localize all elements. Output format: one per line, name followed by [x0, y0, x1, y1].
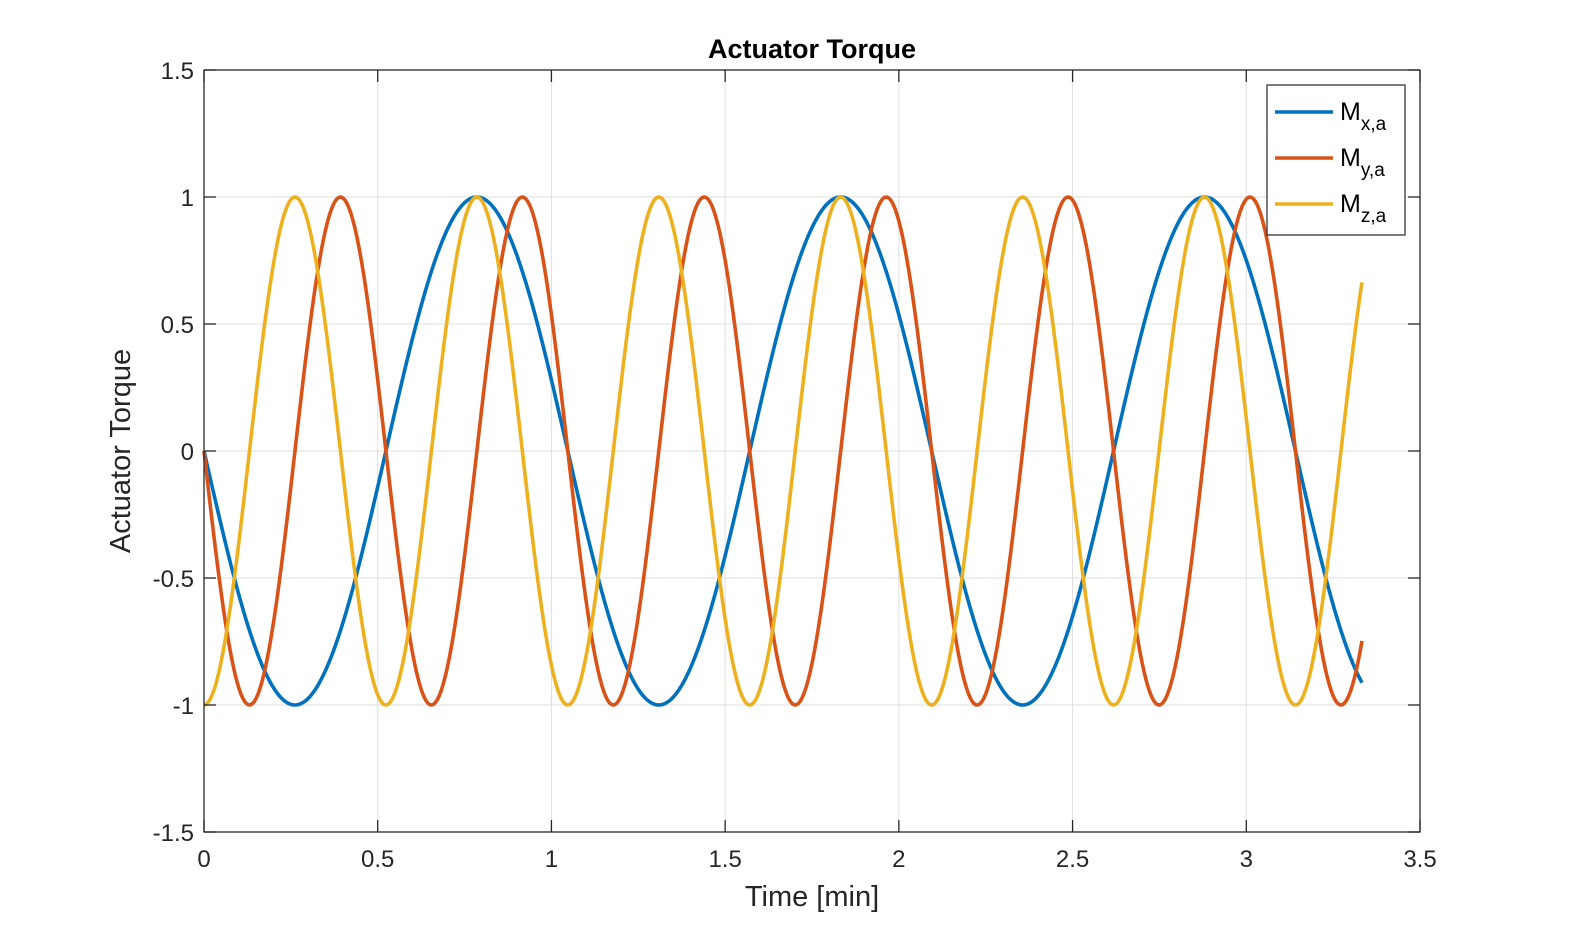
series-lines	[202, 195, 1364, 707]
x-tick-label: 1	[545, 846, 558, 873]
series-line-x-a	[202, 195, 1364, 707]
x-tick-label: 2	[892, 846, 905, 873]
legend-entry-subscript: z,a	[1361, 206, 1387, 227]
y-tick-label: -1.5	[153, 820, 194, 847]
y-tick-label: 1	[181, 185, 194, 212]
axis-ticks: 0 0.5 1 1.5 2 2.5 3 3.5 -1.5 -1 -0.5 0 0.5 1 1.5	[153, 58, 1437, 873]
y-tick-label: 0.5	[161, 312, 194, 339]
legend-entry-subscript: y,a	[1361, 160, 1385, 181]
y-tick-label: -0.5	[153, 566, 194, 593]
legend-entry[interactable]: Mz,a	[1340, 190, 1387, 227]
legend[interactable]: Mx,aMy,aMz,a	[1266, 84, 1406, 236]
series-line-y-a	[202, 195, 1364, 707]
x-tick-label: 0	[197, 846, 210, 873]
legend-entry-main: M	[1340, 144, 1361, 172]
legend-entry-subscript: x,a	[1361, 114, 1387, 135]
y-tick-label: -1	[173, 693, 194, 720]
x-tick-label: 3.5	[1403, 846, 1436, 873]
x-tick-label: 0.5	[361, 846, 394, 873]
legend-entry[interactable]: Mx,a	[1340, 98, 1387, 135]
legend-entry[interactable]: My,a	[1340, 144, 1385, 181]
legend-entry-main: M	[1340, 98, 1361, 126]
series-line-z-a	[203, 195, 1364, 707]
y-tick-label: 1.5	[161, 58, 194, 85]
x-tick-label: 3	[1240, 846, 1253, 873]
y-axis-label: Actuator Torque	[105, 349, 137, 553]
chart-title: Actuator Torque	[708, 34, 916, 64]
x-tick-label: 1.5	[708, 846, 741, 873]
legend-box	[1266, 84, 1406, 236]
x-tick-label: 2.5	[1056, 846, 1089, 873]
legend-entry-main: M	[1340, 190, 1361, 218]
y-tick-label: 0	[181, 439, 194, 466]
x-axis-label: Time [min]	[745, 881, 879, 913]
